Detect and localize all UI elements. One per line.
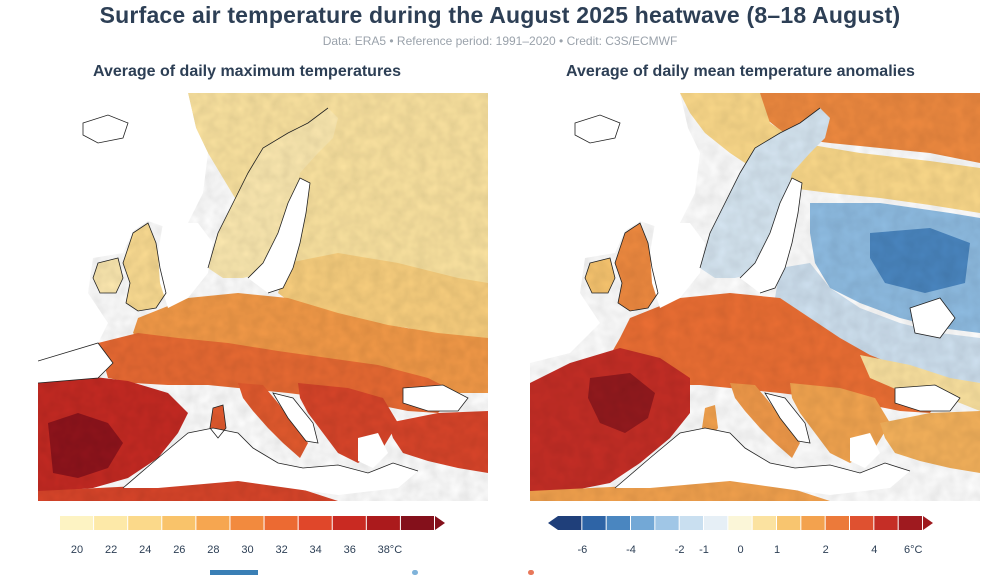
anomaly-color-swatch	[655, 516, 679, 530]
max-temperature-color-swatch	[60, 516, 94, 530]
temperature-anomaly-map	[530, 93, 980, 501]
max-temperature-tick-label: 28	[207, 544, 220, 556]
anomaly-color-swatch	[582, 516, 606, 530]
anomaly-colorbar	[548, 516, 933, 530]
anomaly-tick-label: -4	[626, 544, 636, 556]
anomaly-color-swatch	[777, 516, 801, 530]
max-temperature-tick-label: 24	[139, 544, 152, 556]
anomaly-color-swatch	[752, 516, 776, 530]
anomaly-color-swatch	[704, 516, 728, 530]
max-temperature-legend: 20 22 24 26 28 30 32 34 36 38°C	[60, 515, 445, 556]
anomaly-color-swatch	[801, 516, 825, 530]
max-temperature-tick-label: 26	[173, 544, 186, 556]
max-temperature-color-swatch	[162, 516, 196, 530]
max-temperature-color-swatch	[298, 516, 332, 530]
max-temperature-map	[38, 93, 488, 501]
max-temperature-tick-label: 22	[105, 544, 118, 556]
anomaly-tick-label: 0	[737, 544, 744, 556]
max-temperature-color-swatch	[264, 516, 298, 530]
max-temperature-color-swatch	[230, 516, 264, 530]
bottom-decor-dot	[412, 570, 418, 575]
bottom-decor-bar	[210, 570, 258, 575]
anomaly-tick-label: 2	[822, 544, 829, 556]
sea-areas	[530, 93, 960, 495]
chart-subtitle: Data: ERA5 • Reference period: 1991–2020…	[322, 34, 678, 48]
max-temperature-color-swatch	[332, 516, 366, 530]
anomaly-color-swatch	[825, 516, 849, 530]
max-temperature-tick-label: 34	[309, 544, 322, 556]
max-temperature-tick-label: 30	[241, 544, 254, 556]
sea-areas	[38, 93, 468, 495]
max-temperature-color-swatch	[366, 516, 400, 530]
left-panel-title: Average of daily maximum temperatures	[93, 63, 401, 80]
anomaly-color-swatch	[850, 516, 874, 530]
chart-title: Surface air temperature during the Augus…	[99, 2, 901, 28]
anomaly-color-swatch	[606, 516, 630, 530]
max-temperature-color-swatch	[400, 516, 434, 530]
max-temperature-colorbar	[60, 516, 445, 530]
anomaly-arrow-left	[548, 516, 558, 530]
max-temperature-arrow-right	[435, 516, 445, 530]
right-panel-title: Average of daily mean temperature anomal…	[566, 63, 915, 80]
anomaly-tick-label: 6°C	[904, 544, 923, 556]
anomaly-legend: -6 -4 -2 -1 0 1 2 4 6°C	[548, 515, 933, 556]
max-temperature-tick-label: 32	[275, 544, 288, 556]
anomaly-tick-label: -1	[699, 544, 709, 556]
anomaly-tick-label: -2	[674, 544, 685, 556]
max-temperature-tick-label: 38°C	[377, 544, 403, 556]
anomaly-color-swatch	[728, 516, 752, 530]
anomaly-color-swatch	[631, 516, 655, 530]
anomaly-color-swatch	[898, 516, 922, 530]
anomaly-tick-label: 4	[871, 544, 878, 556]
anomaly-tick-label: 1	[773, 544, 781, 556]
anomaly-color-swatch	[558, 516, 582, 530]
coastlines	[38, 107, 469, 489]
max-temperature-color-swatch	[128, 516, 162, 530]
max-temperature-tick-label: 36	[343, 544, 356, 556]
max-temperature-color-swatch	[94, 516, 128, 530]
max-temperature-color-swatch	[196, 516, 230, 530]
anomaly-color-swatch	[679, 516, 703, 530]
max-temperature-tick-label: 20	[70, 544, 84, 556]
anomaly-color-swatch	[874, 516, 898, 530]
bottom-decor-dot	[528, 570, 534, 575]
anomaly-arrow-right	[923, 516, 933, 530]
anomaly-tick-label: -6	[577, 544, 588, 556]
coastlines	[574, 107, 961, 489]
